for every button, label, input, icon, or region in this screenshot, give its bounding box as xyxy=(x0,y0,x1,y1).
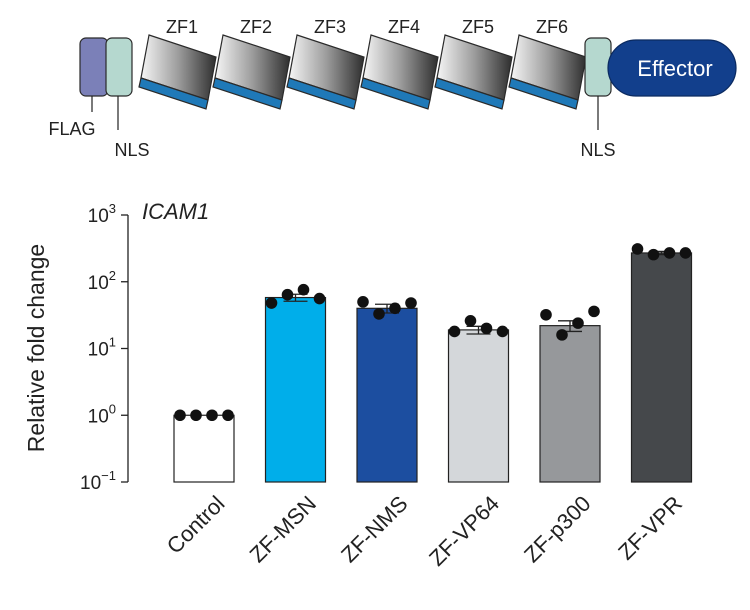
data-point xyxy=(222,409,234,422)
data-point xyxy=(588,305,600,318)
zinc-finger-array: ZF6 ZF5 ZF4 ZF3 ZF2 ZF1 xyxy=(138,17,587,110)
data-point xyxy=(265,297,278,309)
data-point xyxy=(496,325,509,338)
data-point xyxy=(281,288,294,301)
data-point xyxy=(663,247,676,259)
x-tick-label: ZF-p300 xyxy=(519,491,595,567)
x-tick-label: ZF-VPR xyxy=(613,491,687,565)
zf-label: ZF2 xyxy=(240,17,272,37)
bar-zf-vp64 xyxy=(447,329,510,483)
data-point xyxy=(313,292,326,305)
data-point xyxy=(464,315,477,327)
data-point xyxy=(297,283,310,296)
data-point xyxy=(190,409,202,422)
y-tick-label: 10−1 xyxy=(80,468,116,494)
zf-stripe xyxy=(434,77,505,110)
bar-zf-msn xyxy=(264,296,327,483)
data-points xyxy=(174,243,692,422)
zf-stripe xyxy=(138,77,209,110)
zf-domain-2: ZF2 xyxy=(212,17,291,110)
data-point xyxy=(405,297,417,309)
y-axis: 10−1 100 101 102 103 xyxy=(80,201,129,494)
bar-control xyxy=(173,414,235,483)
effector-label: Effector xyxy=(637,56,712,81)
bars xyxy=(173,252,693,483)
data-point xyxy=(206,409,218,422)
nls-right-label: NLS xyxy=(580,140,615,160)
bar-zf-p300 xyxy=(539,325,601,483)
data-point xyxy=(631,243,644,255)
bar-zf-nms xyxy=(356,307,418,483)
data-point xyxy=(572,317,584,329)
nls-right-tag xyxy=(584,37,612,97)
x-axis-tick-labels: Control ZF-MSN ZF-NMS ZF-VP64 ZF-p300 ZF-VPR xyxy=(162,491,687,571)
data-point xyxy=(679,247,692,259)
x-tick-label: ZF-MSN xyxy=(245,491,321,567)
data-point xyxy=(647,248,660,261)
x-tick-label: ZF-VP64 xyxy=(424,491,504,571)
construct-diagram: ZF6 ZF5 ZF4 ZF3 ZF2 ZF1 FLAG NLS NLS Effector xyxy=(48,17,737,160)
flag-tag xyxy=(79,37,109,97)
error-bars xyxy=(283,250,674,335)
zf-label: ZF4 xyxy=(388,17,420,37)
data-point xyxy=(174,409,186,422)
nls-left-tag xyxy=(105,37,133,97)
y-tick-label: 103 xyxy=(88,201,116,227)
zf-domain-3: ZF3 xyxy=(286,17,365,110)
effector-domain xyxy=(607,39,737,97)
data-point xyxy=(556,329,568,341)
zf-label: ZF5 xyxy=(462,17,494,37)
bar-zf-vpr xyxy=(630,252,693,483)
data-point xyxy=(540,308,552,321)
zf-domain-1: ZF1 xyxy=(138,17,217,110)
zf-label: ZF3 xyxy=(314,17,346,37)
zf-label: ZF1 xyxy=(166,17,198,37)
data-point xyxy=(357,296,369,308)
chart: Relative fold change ICAM1 10−1 100 101 102… xyxy=(23,199,693,571)
x-tick-label: Control xyxy=(162,491,230,559)
data-point xyxy=(373,308,385,320)
data-point xyxy=(389,302,401,315)
zf-stripe xyxy=(508,77,579,110)
y-axis-label: Relative fold change xyxy=(23,244,49,452)
zf-domain-6: ZF6 xyxy=(508,17,587,110)
flag-label: FLAG xyxy=(48,119,95,139)
zf-stripe xyxy=(360,77,431,110)
x-tick-label: ZF-NMS xyxy=(336,491,412,567)
chart-title: ICAM1 xyxy=(142,199,209,224)
zf-domain-4: ZF4 xyxy=(360,17,439,110)
nls-left-label: NLS xyxy=(114,140,149,160)
y-tick-label: 102 xyxy=(88,268,116,294)
data-point xyxy=(448,325,461,338)
y-tick-label: 100 xyxy=(88,401,116,427)
zf-label: ZF6 xyxy=(536,17,568,37)
zf-stripe xyxy=(212,77,283,110)
data-point xyxy=(480,322,493,335)
zf-domain-5: ZF5 xyxy=(434,17,513,110)
zf-stripe xyxy=(286,77,357,110)
y-tick-label: 101 xyxy=(88,335,116,361)
